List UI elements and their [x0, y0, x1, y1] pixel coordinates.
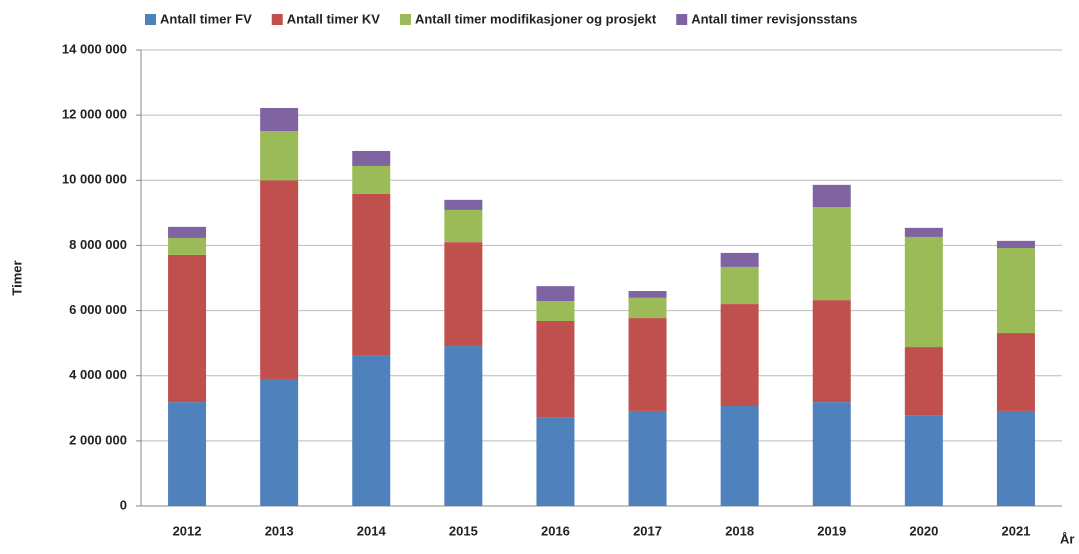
legend-swatch — [399, 14, 411, 25]
x-tick-label: 2012 — [173, 523, 202, 538]
x-axis-label: År — [1060, 531, 1074, 546]
bar-segment — [628, 318, 667, 411]
x-tick-label: 2016 — [541, 523, 570, 538]
bar-segment — [720, 252, 759, 267]
y-tick-label: 8 000 000 — [69, 237, 127, 252]
legend-label: Antall timer modifikasjoner og prosjekt — [415, 11, 657, 26]
x-tick-label: 2019 — [817, 523, 846, 538]
legend-label: Antall timer revisjonsstans — [691, 11, 857, 26]
y-axis-label: Timer — [9, 260, 24, 295]
legend-swatch — [145, 14, 156, 25]
bar-segment — [352, 150, 391, 166]
bar-segment — [904, 347, 943, 416]
x-tick-label: 2018 — [725, 523, 754, 538]
x-tick-label: 2021 — [1001, 523, 1030, 538]
y-tick-label: 2 000 000 — [69, 432, 127, 447]
bar-segment — [168, 402, 207, 506]
bar-segment — [352, 193, 391, 356]
x-tick-label: 2020 — [909, 523, 938, 538]
x-tick-label: 2015 — [449, 523, 478, 538]
bar-segment — [536, 286, 575, 302]
bar-segment — [996, 240, 1035, 249]
legend-swatch — [676, 14, 688, 25]
y-tick-label: 4 000 000 — [69, 367, 127, 382]
legend-label: Antall timer FV — [160, 11, 252, 26]
bar-segment — [536, 301, 575, 321]
bar-segment — [720, 266, 759, 305]
bar-segment — [904, 415, 943, 506]
bar-segment — [536, 417, 575, 506]
bar-segment — [536, 320, 575, 418]
bar-segment — [720, 406, 759, 506]
bar-segment — [628, 297, 667, 319]
bar-segment — [444, 199, 483, 210]
bar-segment — [444, 242, 483, 347]
x-tick-label: 2014 — [357, 523, 387, 538]
bar-segment — [996, 410, 1035, 506]
bar-segment — [168, 254, 207, 403]
bar-segment — [628, 410, 667, 506]
bar-segment — [812, 206, 851, 301]
bar-segment — [352, 165, 391, 194]
y-tick-label: 0 — [120, 497, 127, 512]
legend-swatch — [271, 14, 283, 25]
bar-segment — [168, 226, 207, 238]
bar-segment — [444, 346, 483, 506]
bar-segment — [812, 402, 851, 506]
x-tick-label: 2017 — [633, 523, 662, 538]
y-tick-label: 12 000 000 — [62, 107, 127, 122]
y-tick-label: 10 000 000 — [62, 172, 127, 187]
bar-segment — [904, 236, 943, 348]
bar-segment — [904, 227, 943, 237]
bar-segment — [260, 107, 299, 132]
y-tick-label: 14 000 000 — [62, 41, 127, 56]
legend-label: Antall timer KV — [287, 11, 381, 26]
y-tick-label: 6 000 000 — [69, 302, 127, 317]
bar-segment — [260, 379, 299, 506]
bar-segment — [996, 333, 1035, 411]
x-tick-label: 2013 — [265, 523, 294, 538]
bar-segment — [720, 304, 759, 407]
bar-segment — [260, 180, 299, 380]
bar-segment — [260, 131, 299, 181]
bar-segment — [444, 209, 483, 243]
bar-segment — [812, 184, 851, 207]
bar-segment — [168, 237, 207, 255]
bar-segment — [996, 248, 1035, 334]
bar-segment — [352, 355, 391, 506]
bar-segment — [812, 300, 851, 403]
bar-segment — [628, 291, 667, 298]
